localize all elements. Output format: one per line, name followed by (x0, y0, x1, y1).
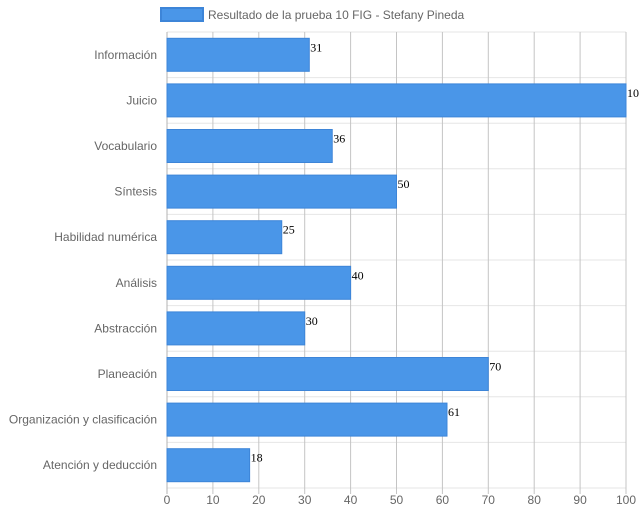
x-tick-label: 80 (528, 493, 542, 507)
data-label: 70 (489, 360, 501, 374)
legend[interactable]: Resultado de la prueba 10 FIG - Stefany … (160, 7, 464, 22)
x-tick-label: 40 (344, 493, 358, 507)
x-tick-label: 10 (206, 493, 220, 507)
category-label: Planeación (98, 367, 157, 381)
data-label: 25 (283, 223, 295, 237)
category-label: Información (94, 48, 157, 62)
bar[interactable] (166, 311, 306, 346)
data-label: 61 (448, 405, 460, 419)
category-label: Vocabulario (94, 139, 157, 153)
data-label: 31 (310, 40, 322, 54)
category-label: Abstracción (94, 321, 157, 335)
x-tick-label: 0 (164, 493, 171, 507)
category-axis: Información Juicio Vocabulario Síntesis Habi… (9, 48, 157, 472)
x-tick-label: 70 (482, 493, 496, 507)
legend-swatch (160, 7, 204, 22)
category-label: Atención y deducción (43, 458, 157, 472)
bar[interactable] (166, 265, 352, 300)
data-label: 30 (306, 314, 318, 328)
bar[interactable] (166, 129, 333, 163)
legend-label: Resultado de la prueba 10 FIG - Stefany … (208, 8, 464, 22)
bar-series: 31 100 36 50 25 40 30 70 61 18 (166, 37, 639, 483)
bar[interactable] (166, 83, 627, 118)
x-tick-label: 100 (616, 493, 636, 507)
bar[interactable] (166, 402, 448, 437)
data-label: 50 (398, 177, 410, 191)
x-tick-label: 30 (298, 493, 312, 507)
data-label: 36 (333, 132, 345, 146)
x-tick-label: 90 (573, 493, 587, 507)
x-tick-label: 50 (390, 493, 404, 507)
data-label: 40 (352, 268, 364, 282)
x-tick-label: 60 (436, 493, 450, 507)
category-label: Organización y clasificación (9, 413, 157, 427)
bar[interactable] (166, 174, 397, 209)
value-axis: 0 10 20 30 40 50 60 70 80 90 100 (164, 493, 637, 507)
category-label: Habilidad numérica (54, 230, 157, 244)
category-label: Juicio (126, 93, 157, 107)
bar[interactable] (166, 220, 283, 255)
data-label: 18 (251, 451, 263, 465)
data-label: 100 (627, 86, 639, 100)
bar[interactable] (166, 37, 310, 72)
category-label: Análisis (116, 276, 157, 290)
bar[interactable] (166, 357, 489, 391)
category-label: Síntesis (114, 185, 157, 199)
x-tick-label: 20 (252, 493, 266, 507)
bar[interactable] (166, 448, 251, 483)
